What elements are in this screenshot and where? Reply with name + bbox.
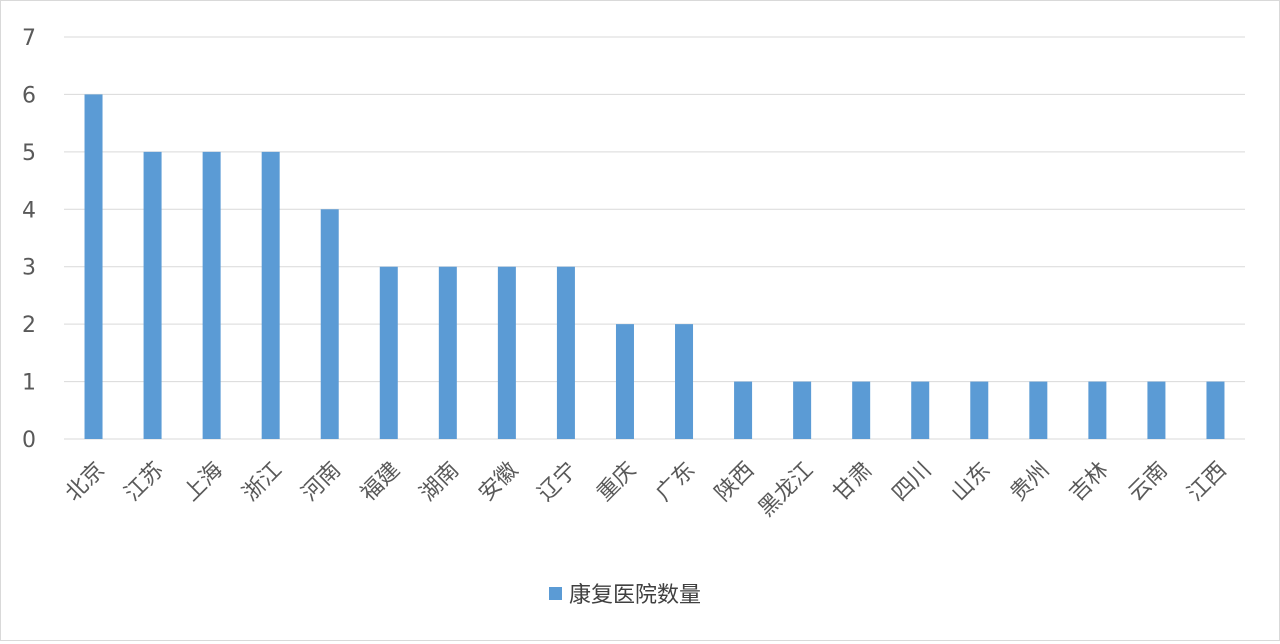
bar <box>734 381 753 439</box>
x-tick-label: 云南 <box>1124 458 1173 507</box>
gridlines <box>64 36 1245 440</box>
bar <box>970 381 989 439</box>
x-tick-label: 贵州 <box>1006 458 1055 507</box>
x-tick-label: 辽宁 <box>533 458 582 507</box>
x-tick-label: 湖南 <box>415 458 464 507</box>
bar <box>320 209 339 439</box>
bar <box>1147 381 1166 439</box>
x-tick-label: 江苏 <box>120 458 169 507</box>
bars <box>84 94 1225 439</box>
x-tick-label: 甘肃 <box>829 458 878 507</box>
x-tick-label: 浙江 <box>238 458 287 507</box>
x-tick-label: 广东 <box>651 458 700 507</box>
x-tick-label: 河南 <box>297 458 346 507</box>
x-tick-label: 四川 <box>888 458 937 507</box>
x-axis-ticks: 北京 江苏 上海 浙江 河南 福建 湖南 安徽 辽宁 重庆 广东 陕西黑龙江 甘肃 四川 山东 贵州 吉林 云南江… <box>61 458 1232 522</box>
bar <box>261 151 280 439</box>
y-tick-label: 0 <box>22 428 36 453</box>
y-tick-label: 2 <box>22 313 36 338</box>
y-tick-label: 6 <box>22 83 36 108</box>
bar <box>143 151 162 439</box>
bar <box>556 266 575 439</box>
bar <box>911 381 930 439</box>
x-tick-label: 陕西 <box>711 458 760 507</box>
legend: 康复医院数量 <box>549 583 701 608</box>
y-axis-ticks: 0 1 2 3 4 5 6 7 <box>22 26 36 453</box>
y-tick-label: 3 <box>22 256 36 281</box>
bar <box>202 151 221 439</box>
x-tick-label: 安徽 <box>474 458 523 507</box>
bar <box>793 381 812 439</box>
bar <box>497 266 516 439</box>
bar <box>675 324 694 439</box>
bar <box>1206 381 1225 439</box>
bar <box>852 381 871 439</box>
bar <box>438 266 457 439</box>
y-tick-label: 5 <box>22 141 36 166</box>
y-tick-label: 4 <box>22 198 36 223</box>
x-tick-label: 上海 <box>179 458 228 507</box>
bar <box>1088 381 1107 439</box>
x-tick-label: 福建 <box>356 458 405 507</box>
y-tick-label: 1 <box>22 371 36 396</box>
bar <box>84 94 103 439</box>
y-tick-label: 7 <box>22 26 36 51</box>
legend-label: 康复医院数量 <box>569 583 701 608</box>
x-tick-label: 黑龙江 <box>754 458 818 522</box>
x-tick-label: 重庆 <box>592 458 641 507</box>
x-tick-label: 吉林 <box>1065 458 1114 507</box>
bar <box>615 324 634 439</box>
legend-swatch <box>549 587 562 600</box>
x-tick-label: 山东 <box>947 458 996 507</box>
x-tick-label: 江西 <box>1183 458 1232 507</box>
bar <box>1029 381 1048 439</box>
x-tick-label: 北京 <box>61 458 110 507</box>
bar <box>379 266 398 439</box>
